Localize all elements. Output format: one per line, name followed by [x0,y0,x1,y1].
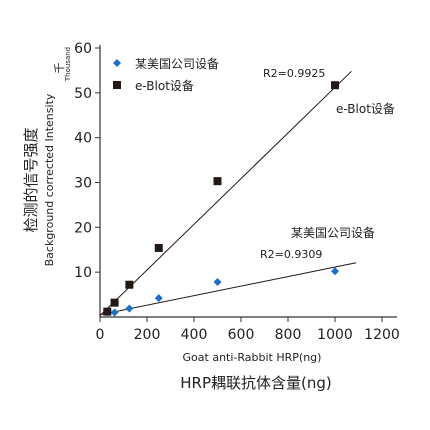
y-axis-title-cn: 检测的信号强度 [22,127,40,232]
legend-marker-1 [113,81,121,89]
x-tick-label: 200 [134,327,161,343]
x-tick-label: 600 [228,327,255,343]
x-tick-label: 400 [181,327,208,343]
y-axis-unit-cn: 千 [53,63,66,74]
point-e-blot [110,298,119,307]
y-tick-label: 30 [74,176,92,192]
point-e-blot [125,280,134,289]
x-tick-label: 1000 [317,327,353,343]
trendlines [99,70,357,317]
point-us-device [213,278,222,287]
legend: 某美国公司设备 e-Blot设备 [113,57,219,93]
y-tick-label: 50 [74,86,92,102]
x-tick-label: 0 [96,327,105,343]
annotation-e-blot: e-Blot设备 [336,102,395,116]
legend-label-0: 某美国公司设备 [135,57,219,71]
r2-label-us-device: R2=0.9309 [260,248,322,261]
y-axis-unit-en: Thousand [64,47,72,82]
point-e-blot [331,81,339,90]
annotation-us-device: 某美国公司设备 [291,226,375,240]
legend-label-1: e-Blot设备 [135,79,194,93]
legend-marker-0 [113,59,121,67]
trendline-series-0 [99,262,357,316]
x-tick-label: 800 [275,327,302,343]
y-tick-label: 10 [74,265,92,281]
x-axis-title-en: Goat anti-Rabbit HRP(ng) [183,351,322,364]
point-e-blot [103,307,112,316]
r2-label-e-blot: R2=0.9925 [263,67,325,80]
point-us-device [331,267,339,276]
y-tick-label: 60 [74,41,92,57]
point-us-device [110,308,119,317]
y-tick-label: 20 [74,220,92,236]
y-tick-label: 40 [74,131,92,147]
trendline-series-1 [99,70,352,317]
x-axis-title-cn: HRP耦联抗体含量(ng) [180,374,331,392]
point-us-device [154,294,163,303]
y-axis-title-en: Background corrected Intensity [43,93,56,266]
point-us-device [125,304,134,313]
point-e-blot [213,177,222,186]
point-e-blot [154,243,163,252]
data-points [103,81,339,317]
x-tick-label: 1200 [364,327,400,343]
